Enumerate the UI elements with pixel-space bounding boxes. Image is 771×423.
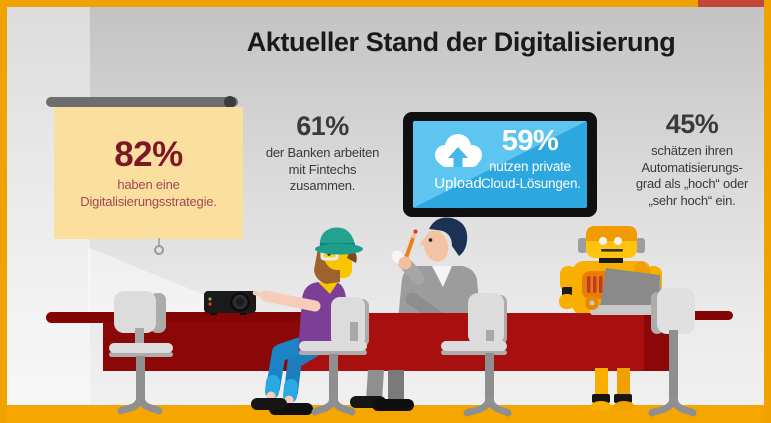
stat-text-strategy: haben eine Digitalisierungsstrategie. <box>80 177 217 209</box>
stat-value-cloud: 59% <box>501 125 559 157</box>
projection-screen-roller-cap <box>224 96 236 108</box>
upload-cloud-icon <box>435 134 482 167</box>
upload-label: Upload <box>434 175 482 192</box>
cloud-upload-block: Upload <box>425 134 491 192</box>
stat-value-strategy: 82% <box>114 135 183 174</box>
tv-screen: Upload 59% nutzen private Cloud-Lösungen… <box>413 121 587 208</box>
frame-left-border <box>0 0 7 423</box>
stat-block-fintechs: 61% der Banken arbeiten mit Fintechs zus… <box>251 113 394 195</box>
floor-strip <box>7 405 764 423</box>
tv-monitor: Upload 59% nutzen private Cloud-Lösungen… <box>403 112 597 217</box>
page-title: Aktueller Stand der Digitalisierung <box>246 27 676 57</box>
stat-text-cloud: nutzen private Cloud-Lösungen. <box>481 159 581 192</box>
stat-value-automation: 45% <box>665 109 719 139</box>
frame-top-border <box>0 0 771 7</box>
table-left-end <box>103 322 302 371</box>
stat-value-fintechs: 61% <box>296 111 349 141</box>
conference-table <box>300 313 646 371</box>
table-left-rim <box>46 312 302 323</box>
table-right-end <box>644 311 673 371</box>
frame-right-border <box>764 0 771 423</box>
frame-red-accent <box>698 0 764 7</box>
table-right-rim <box>644 311 733 320</box>
projection-screen: 82% haben eine Digitalisierungsstrategie… <box>54 107 243 239</box>
stat-block-automation: 45% schätzen ihren Automatisierungs- gra… <box>617 111 767 209</box>
projection-screen-bar <box>46 96 238 108</box>
stat-text-automation: schätzen ihren Automatisierungs- grad al… <box>635 143 749 208</box>
stat-block-cloud: 59% nutzen private Cloud-Lösungen. <box>481 125 581 192</box>
stat-text-fintechs: der Banken arbeiten mit Fintechs zusamme… <box>265 145 380 193</box>
